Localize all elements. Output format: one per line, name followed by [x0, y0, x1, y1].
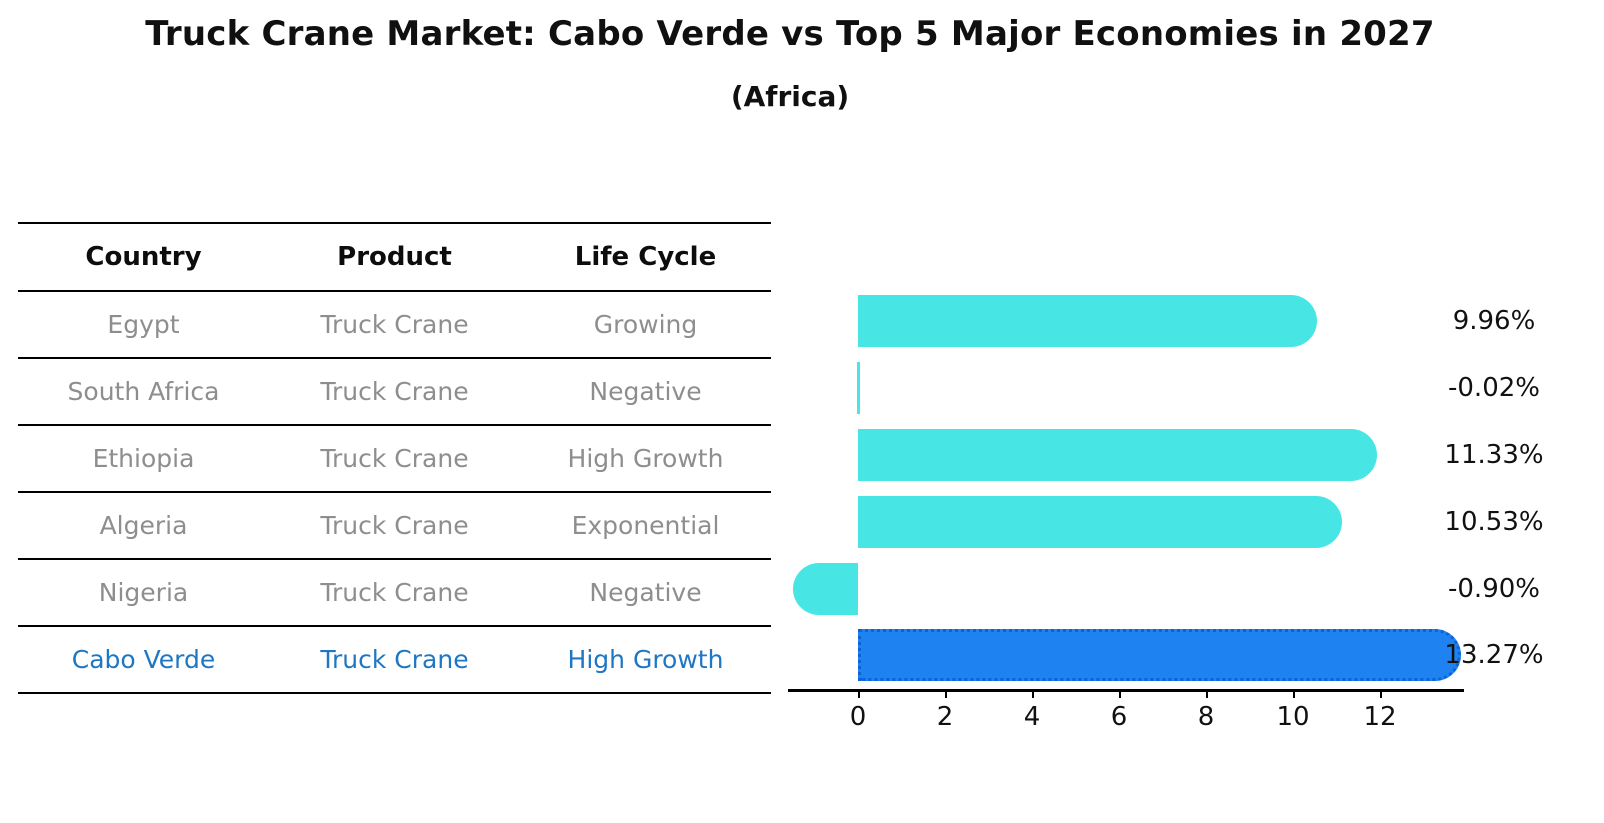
x-axis-tick-label: 10 — [1276, 702, 1310, 732]
table-cell-life-cycle: High Growth — [567, 444, 724, 473]
table-cell-country: Nigeria — [98, 578, 189, 607]
bar-value-label: 11.33% — [1444, 440, 1544, 470]
table-cell-life-cycle: High Growth — [567, 645, 724, 674]
country-table: Country Product Life Cycle Egypt Truck Cran… — [18, 222, 771, 694]
table-row: Ethiopia Truck Crane High Growth — [18, 426, 771, 493]
table-cell-product: Truck Crane — [320, 377, 469, 406]
table-cell-country: Egypt — [107, 310, 180, 339]
bar-value-label: -0.90% — [1448, 573, 1540, 604]
bar-egypt — [858, 295, 1318, 348]
table-cell-country: Ethiopia — [92, 444, 195, 473]
x-axis-tick-label: 6 — [1110, 702, 1128, 732]
table-cell-product: Truck Crane — [320, 578, 469, 607]
x-axis-tick-label: 0 — [849, 702, 867, 732]
table-cell-product: Truck Crane — [320, 444, 469, 473]
table-header-row: Country Product Life Cycle — [18, 224, 771, 292]
table-cell-product: Truck Crane — [320, 511, 469, 540]
bar-value-label: -0.02% — [1448, 373, 1540, 404]
x-axis-tick — [945, 689, 947, 698]
table-cell-life-cycle: Exponential — [571, 511, 720, 540]
table-row: Nigeria Truck Crane Negative — [18, 560, 771, 627]
bar-value-label: 9.96% — [1452, 306, 1536, 337]
bar-algeria — [858, 495, 1343, 548]
x-axis-tick-label: 2 — [936, 702, 954, 732]
x-axis-tick — [1206, 689, 1208, 698]
x-axis-tick — [858, 689, 860, 698]
chart-title: Truck Crane Market: Cabo Verde vs Top 5 … — [145, 14, 1435, 54]
x-axis-tick-label: 12 — [1363, 702, 1397, 732]
table-cell-country: Cabo Verde — [71, 645, 216, 674]
table-header-cell: Product — [337, 242, 452, 272]
table-cell-country: Algeria — [99, 511, 188, 540]
table-body: Egypt Truck Crane Growing South Africa Truck… — [18, 292, 771, 694]
bar-ethiopia — [858, 429, 1377, 481]
table-cell-country: South Africa — [67, 377, 220, 406]
table-row: Egypt Truck Crane Growing — [18, 292, 771, 359]
table-header-cell: Country — [85, 242, 202, 272]
x-axis-tick — [1032, 689, 1034, 698]
bar-south-africa — [856, 362, 860, 415]
bar-nigeria — [792, 562, 858, 615]
chart-subtitle: (Africa) — [730, 80, 850, 113]
x-axis-tick-label: 8 — [1197, 702, 1215, 732]
table-cell-life-cycle: Negative — [589, 377, 702, 406]
table-row: Cabo Verde Truck Crane High Growth — [18, 627, 771, 694]
table-row: South Africa Truck Crane Negative — [18, 359, 771, 426]
bar-value-label: 10.53% — [1444, 506, 1544, 537]
x-axis-tick — [1293, 689, 1295, 698]
x-axis-tick — [1119, 689, 1121, 698]
x-axis-tick-label: 4 — [1023, 702, 1041, 732]
table-row: Algeria Truck Crane Exponential — [18, 493, 771, 560]
bar-cabo-verde — [858, 629, 1462, 682]
table-cell-product: Truck Crane — [320, 310, 469, 339]
table-cell-life-cycle: Growing — [593, 310, 698, 339]
table-header-cell: Life Cycle — [574, 242, 717, 272]
x-axis-tick — [1380, 689, 1382, 698]
table-cell-product: Truck Crane — [320, 645, 469, 674]
bar-plot-area: 0 2 4 6 8 10 12 — [788, 222, 1464, 732]
bar-value-label: 13.27% — [1444, 640, 1544, 671]
table-cell-life-cycle: Negative — [589, 578, 702, 607]
